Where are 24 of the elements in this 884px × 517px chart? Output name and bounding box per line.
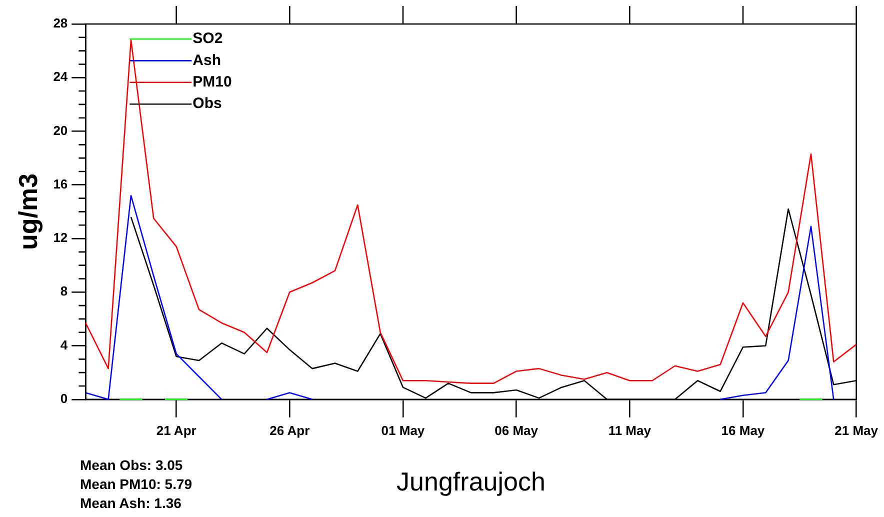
y-tick-label: 8 (60, 284, 68, 299)
x-tick-label: 01 May (381, 422, 426, 438)
legend-label: Ash (192, 52, 222, 69)
legend-label: SO2 (192, 30, 223, 48)
y-tick-label: 28 (53, 16, 68, 31)
text: Mean Obs: 3.05 (80, 456, 184, 475)
x-tick-label: 21 May (834, 422, 879, 438)
y-axis-title: ug/m3 (12, 173, 43, 250)
x-tick-label: 26 Apr (270, 422, 310, 438)
x-tick-label: 16 May (721, 422, 766, 438)
y-tick-label: 20 (53, 122, 68, 138)
legend-label: Obs (192, 95, 222, 112)
text: Mean Ash: 1.36 (80, 494, 182, 513)
legend-label: PM10 (192, 74, 232, 91)
y-tick-label: 12 (53, 230, 68, 246)
x-tick-label: 11 May (608, 422, 652, 438)
y-tick-label: 4 (60, 337, 68, 352)
y-tick-label: 16 (53, 176, 68, 192)
x-tick-label: 21 Apr (156, 422, 196, 438)
x-tick-label: 06 May (494, 422, 539, 438)
y-tick-label: 24 (53, 69, 68, 84)
x-axis-title: Jungfraujoch (396, 466, 546, 497)
text: Mean PM10: 5.79 (80, 475, 192, 494)
y-tick-label: 0 (60, 390, 68, 406)
